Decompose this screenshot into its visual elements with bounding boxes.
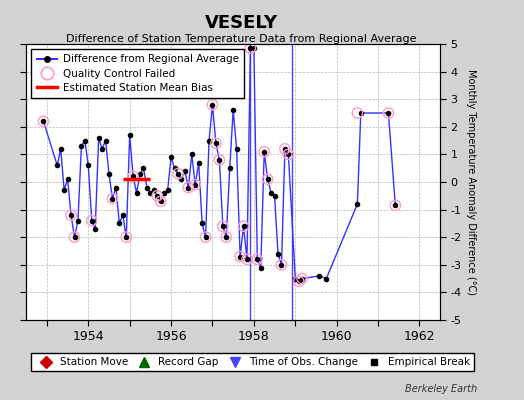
Point	[294, 278, 303, 284]
Point	[201, 234, 210, 240]
Point	[67, 212, 75, 218]
Point	[108, 195, 117, 202]
Point	[222, 234, 231, 240]
Point	[212, 140, 220, 146]
Point	[264, 176, 272, 182]
Point	[157, 198, 165, 204]
Point	[191, 182, 200, 188]
Point	[174, 170, 182, 177]
Point	[391, 202, 399, 209]
Point	[277, 262, 286, 268]
Point	[281, 146, 289, 152]
Point	[39, 118, 48, 124]
Point	[253, 256, 261, 262]
Point	[284, 151, 292, 158]
Point	[239, 223, 248, 229]
Point	[353, 110, 362, 116]
Point	[236, 253, 244, 260]
Legend: Station Move, Record Gap, Time of Obs. Change, Empirical Break: Station Move, Record Gap, Time of Obs. C…	[31, 353, 474, 371]
Point	[129, 173, 137, 180]
Point	[70, 234, 79, 240]
Point	[243, 256, 251, 262]
Text: Berkeley Earth: Berkeley Earth	[405, 384, 477, 394]
Text: Difference of Station Temperature Data from Regional Average: Difference of Station Temperature Data f…	[66, 34, 416, 44]
Y-axis label: Monthly Temperature Anomaly Difference (°C): Monthly Temperature Anomaly Difference (…	[466, 69, 476, 295]
Point	[219, 223, 227, 229]
Point	[384, 110, 392, 116]
Point	[122, 234, 130, 240]
Point	[260, 148, 268, 155]
Point	[298, 275, 307, 282]
Point	[88, 218, 96, 224]
Point	[184, 184, 192, 191]
Point	[246, 45, 255, 51]
Text: VESELY: VESELY	[204, 14, 278, 32]
Point	[153, 192, 161, 199]
Point	[208, 102, 216, 108]
Point	[215, 157, 224, 163]
